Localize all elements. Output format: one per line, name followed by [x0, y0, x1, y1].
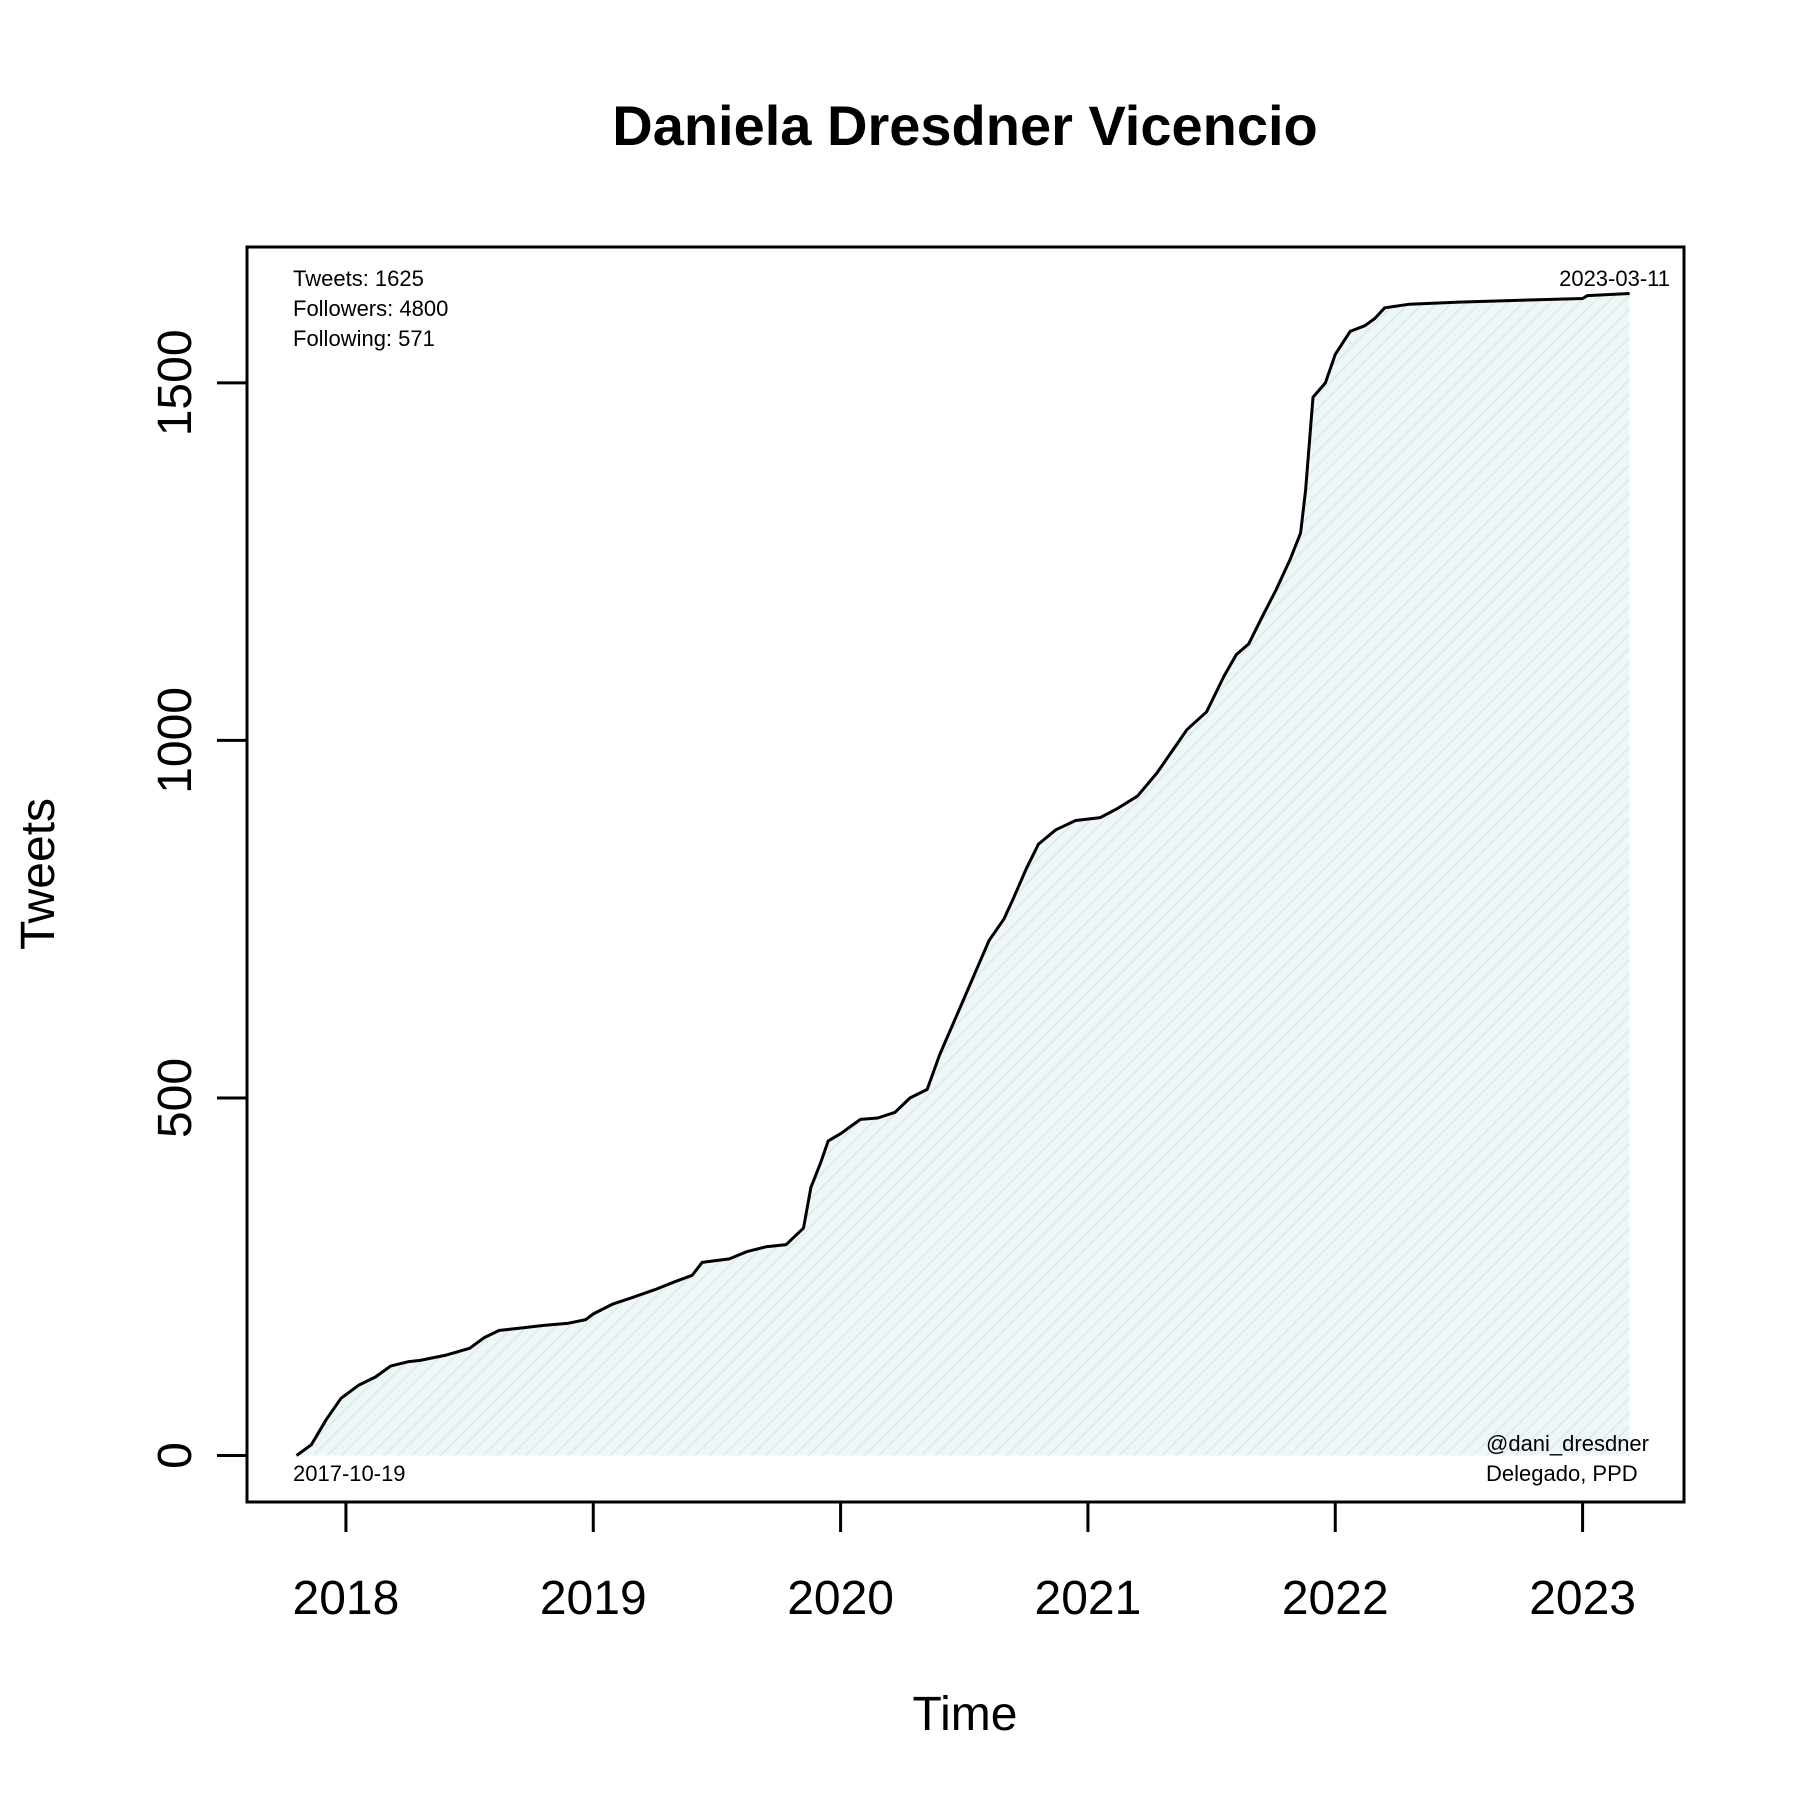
account-role: Delegado, PPD: [1486, 1461, 1638, 1486]
y-axis-title: Tweets: [12, 798, 65, 950]
x-tick-label-2022: 2022: [1282, 1572, 1389, 1625]
y-axis: 0 500 1000 1500: [149, 329, 247, 1469]
x-axis: 2018 2019 2020 2021 2022 2023: [293, 1502, 1636, 1625]
series-line: [295, 292, 1630, 1457]
stat-followers: Followers: 4800: [293, 296, 448, 321]
x-tick-label-2020: 2020: [787, 1572, 894, 1625]
x-tick-label-2023: 2023: [1529, 1572, 1636, 1625]
annotations: Tweets: 1625 Followers: 4800 Following: …: [293, 266, 1670, 1486]
stat-following: Following: 571: [293, 326, 435, 351]
y-tick-label-500: 500: [149, 1058, 202, 1138]
plot-area: [245, 245, 1686, 1504]
y-tick-label-1000: 1000: [149, 687, 202, 794]
account-handle: @dani_dresdner: [1486, 1431, 1649, 1456]
x-tick-label-2018: 2018: [293, 1572, 400, 1625]
x-tick-label-2019: 2019: [540, 1572, 647, 1625]
y-tick-label-0: 0: [149, 1442, 202, 1469]
start-date-label: 2017-10-19: [293, 1461, 406, 1486]
chart-title: Daniela Dresdner Vicencio: [612, 94, 1318, 157]
y-tick-label-1500: 1500: [149, 329, 202, 436]
stat-tweets: Tweets: 1625: [293, 266, 424, 291]
plot-frame: [245, 245, 1686, 1504]
x-axis-title: Time: [913, 1688, 1018, 1741]
x-tick-label-2021: 2021: [1035, 1572, 1142, 1625]
area-fill: [296, 293, 1630, 1456]
end-date-label: 2023-03-11: [1559, 266, 1670, 291]
